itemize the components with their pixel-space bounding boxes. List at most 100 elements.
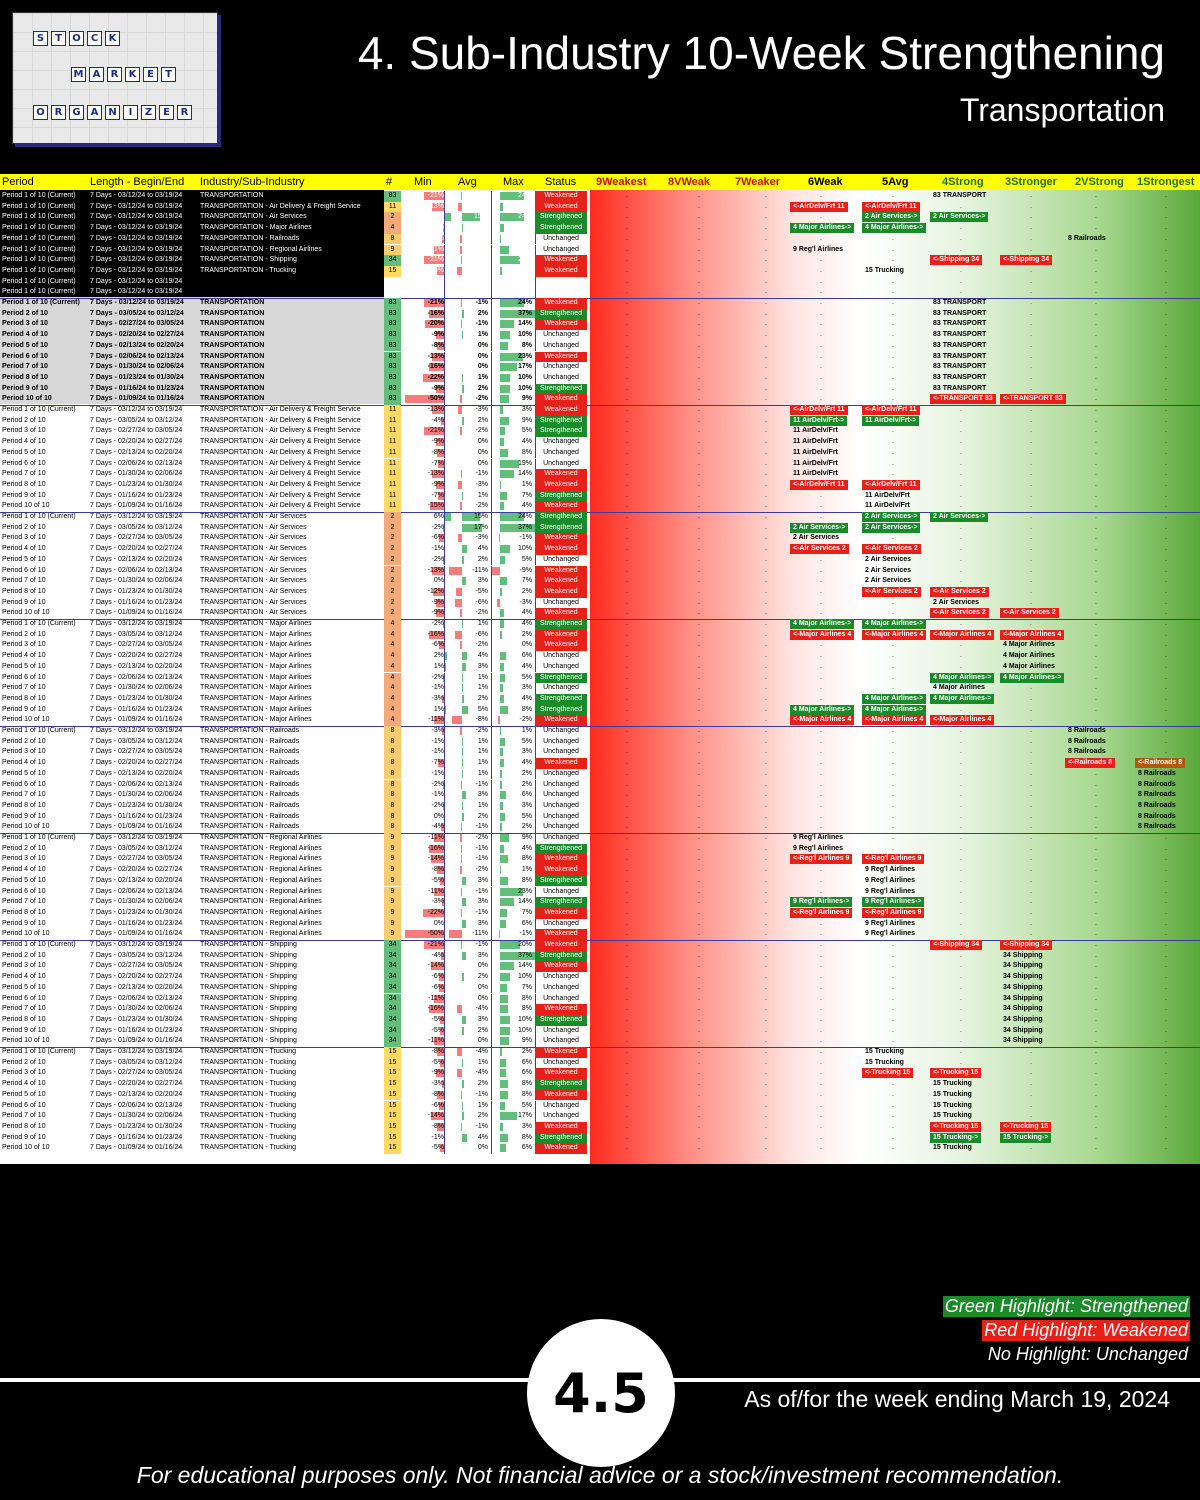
column-header: 9Weakest bbox=[596, 176, 647, 188]
data-bar bbox=[425, 320, 445, 329]
cell-period: Period 4 of 10 bbox=[2, 973, 46, 981]
rank-dot: . bbox=[1165, 694, 1167, 702]
rank-dot: . bbox=[698, 416, 700, 424]
cell-count: 2 bbox=[384, 212, 401, 224]
rank-dot: . bbox=[765, 908, 767, 916]
cell-max: 6% bbox=[521, 1069, 532, 1077]
table-row: Period 9 of 10 7 Days - 01/16/24 to 01/23… bbox=[0, 597, 1200, 609]
rank-dot: . bbox=[626, 299, 628, 306]
rank-dot: . bbox=[960, 406, 962, 413]
cell-min: -7% bbox=[431, 759, 444, 767]
cell-max: 5% bbox=[521, 673, 532, 681]
data-bar bbox=[500, 962, 514, 971]
rank-dot: . bbox=[1095, 384, 1097, 392]
cell-min: -6% bbox=[431, 534, 444, 542]
data-bar bbox=[458, 480, 462, 489]
data-bar bbox=[462, 748, 464, 757]
rank-dot: . bbox=[960, 876, 962, 884]
rank-dot: . bbox=[960, 705, 962, 713]
rank-dot: . bbox=[1165, 962, 1167, 970]
rank-dot: . bbox=[1095, 395, 1097, 403]
rank-dot: . bbox=[892, 1048, 894, 1055]
rank-dot: . bbox=[698, 1015, 700, 1023]
rank-label: <-AirDelv/Frt 11 bbox=[862, 201, 920, 212]
cell-length: 7 Days - 03/05/24 to 03/12/24 bbox=[90, 737, 183, 745]
rank-dot: . bbox=[626, 1144, 628, 1152]
data-bar bbox=[462, 416, 465, 425]
data-bar bbox=[500, 480, 501, 489]
data-bar bbox=[500, 801, 503, 810]
rank-dot: . bbox=[820, 266, 822, 274]
cell-max: 3% bbox=[521, 1122, 532, 1130]
data-bar bbox=[460, 320, 462, 329]
data-bar bbox=[500, 694, 504, 703]
group-divider bbox=[0, 405, 1200, 406]
cell-count: 9 bbox=[384, 244, 401, 256]
rank-label: 4 Major Airlines bbox=[1003, 652, 1055, 660]
data-bar bbox=[500, 791, 506, 800]
cell-period: Period 2 of 10 bbox=[2, 1058, 46, 1066]
rank-dot: . bbox=[960, 1037, 962, 1045]
rank-dot: . bbox=[960, 555, 962, 563]
cell-avg: 0% bbox=[477, 363, 488, 371]
data-bar bbox=[454, 598, 462, 607]
data-bar bbox=[432, 470, 445, 479]
rank-dot: . bbox=[765, 855, 767, 863]
rank-label: 34 Shipping bbox=[1003, 1037, 1043, 1045]
rank-dot: . bbox=[626, 769, 628, 777]
cell-count: 34 bbox=[384, 940, 401, 951]
table-row: Period 1 of 10 (Current) 7 Days - 03/12/2… bbox=[0, 298, 1200, 309]
rank-dot: . bbox=[626, 694, 628, 702]
rank-dot: . bbox=[820, 973, 822, 981]
rank-label: 11 AirDelv/Frt bbox=[793, 459, 838, 467]
rank-dot: . bbox=[820, 1005, 822, 1013]
rank-dot: . bbox=[960, 855, 962, 863]
rank-dot: . bbox=[820, 502, 822, 510]
cell-period: Period 5 of 10 bbox=[2, 769, 46, 777]
rank-label: <-Major Airlines 4 bbox=[790, 629, 855, 640]
cell-length: 7 Days - 03/12/24 to 03/19/24 bbox=[90, 941, 183, 948]
rank-dot: . bbox=[820, 1133, 822, 1141]
rank-label: 34 Shipping bbox=[1003, 983, 1043, 991]
data-bar bbox=[433, 587, 445, 596]
rank-dot: . bbox=[1030, 1015, 1032, 1023]
rank-dot: . bbox=[698, 727, 700, 734]
rank-label: 4 Major Airlines-> bbox=[790, 223, 855, 234]
cell-avg: -4% bbox=[475, 1048, 488, 1055]
data-bar bbox=[500, 1037, 509, 1046]
rank-dot: . bbox=[820, 384, 822, 392]
cell-period: Period 4 of 10 bbox=[2, 545, 46, 553]
cell-min: -5% bbox=[431, 876, 444, 884]
cell-industry: TRANSPORTATION - Major Airlines bbox=[200, 652, 312, 660]
table-row: Period 3 of 10 7 Days - 02/27/24 to 03/05… bbox=[0, 1068, 1200, 1080]
rank-dot: . bbox=[1095, 406, 1097, 413]
rank-dot: . bbox=[892, 1133, 894, 1141]
data-bar bbox=[459, 234, 462, 243]
rank-dot: . bbox=[698, 951, 700, 959]
table-row: Period 5 of 10 7 Days - 02/13/24 to 02/20… bbox=[0, 447, 1200, 459]
cell-min: -14% bbox=[427, 1112, 444, 1120]
cell-length: 7 Days - 03/12/24 to 03/19/24 bbox=[90, 834, 183, 841]
rank-label: <-TRANSPORT 83 bbox=[930, 394, 996, 405]
cell-avg: -2% bbox=[475, 395, 488, 403]
cell-length: 7 Days - 03/12/24 to 03/19/24 bbox=[90, 1048, 183, 1055]
rank-dot: . bbox=[765, 288, 767, 296]
cell-period: Period 1 of 10 (Current) bbox=[2, 941, 76, 948]
cell-count: 8 bbox=[384, 736, 401, 748]
table-row: Period 5 of 10 7 Days - 02/13/24 to 02/20… bbox=[0, 768, 1200, 780]
status-badge: Weakened bbox=[535, 586, 587, 598]
rank-dot: . bbox=[698, 1026, 700, 1034]
legend-unchanged: No Highlight: Unchanged bbox=[987, 1344, 1188, 1364]
rank-dot: . bbox=[698, 1048, 700, 1055]
rank-label: <-Air Services 2 bbox=[790, 544, 849, 555]
status-badge: Weakened bbox=[535, 854, 587, 866]
rank-dot: . bbox=[1165, 876, 1167, 884]
rank-dot: . bbox=[892, 834, 894, 841]
data-bar bbox=[442, 694, 445, 703]
cell-max: 17% bbox=[517, 363, 532, 371]
cell-length: 7 Days - 02/06/24 to 02/13/24 bbox=[90, 352, 184, 360]
table-row: Period 10 of 10 7 Days - 01/09/24 to 01/1… bbox=[0, 1036, 1200, 1047]
cell-industry: TRANSPORTATION - Railroads bbox=[200, 769, 300, 777]
status-badge: Unchanged bbox=[543, 983, 579, 991]
rank-dot: . bbox=[1030, 470, 1032, 478]
